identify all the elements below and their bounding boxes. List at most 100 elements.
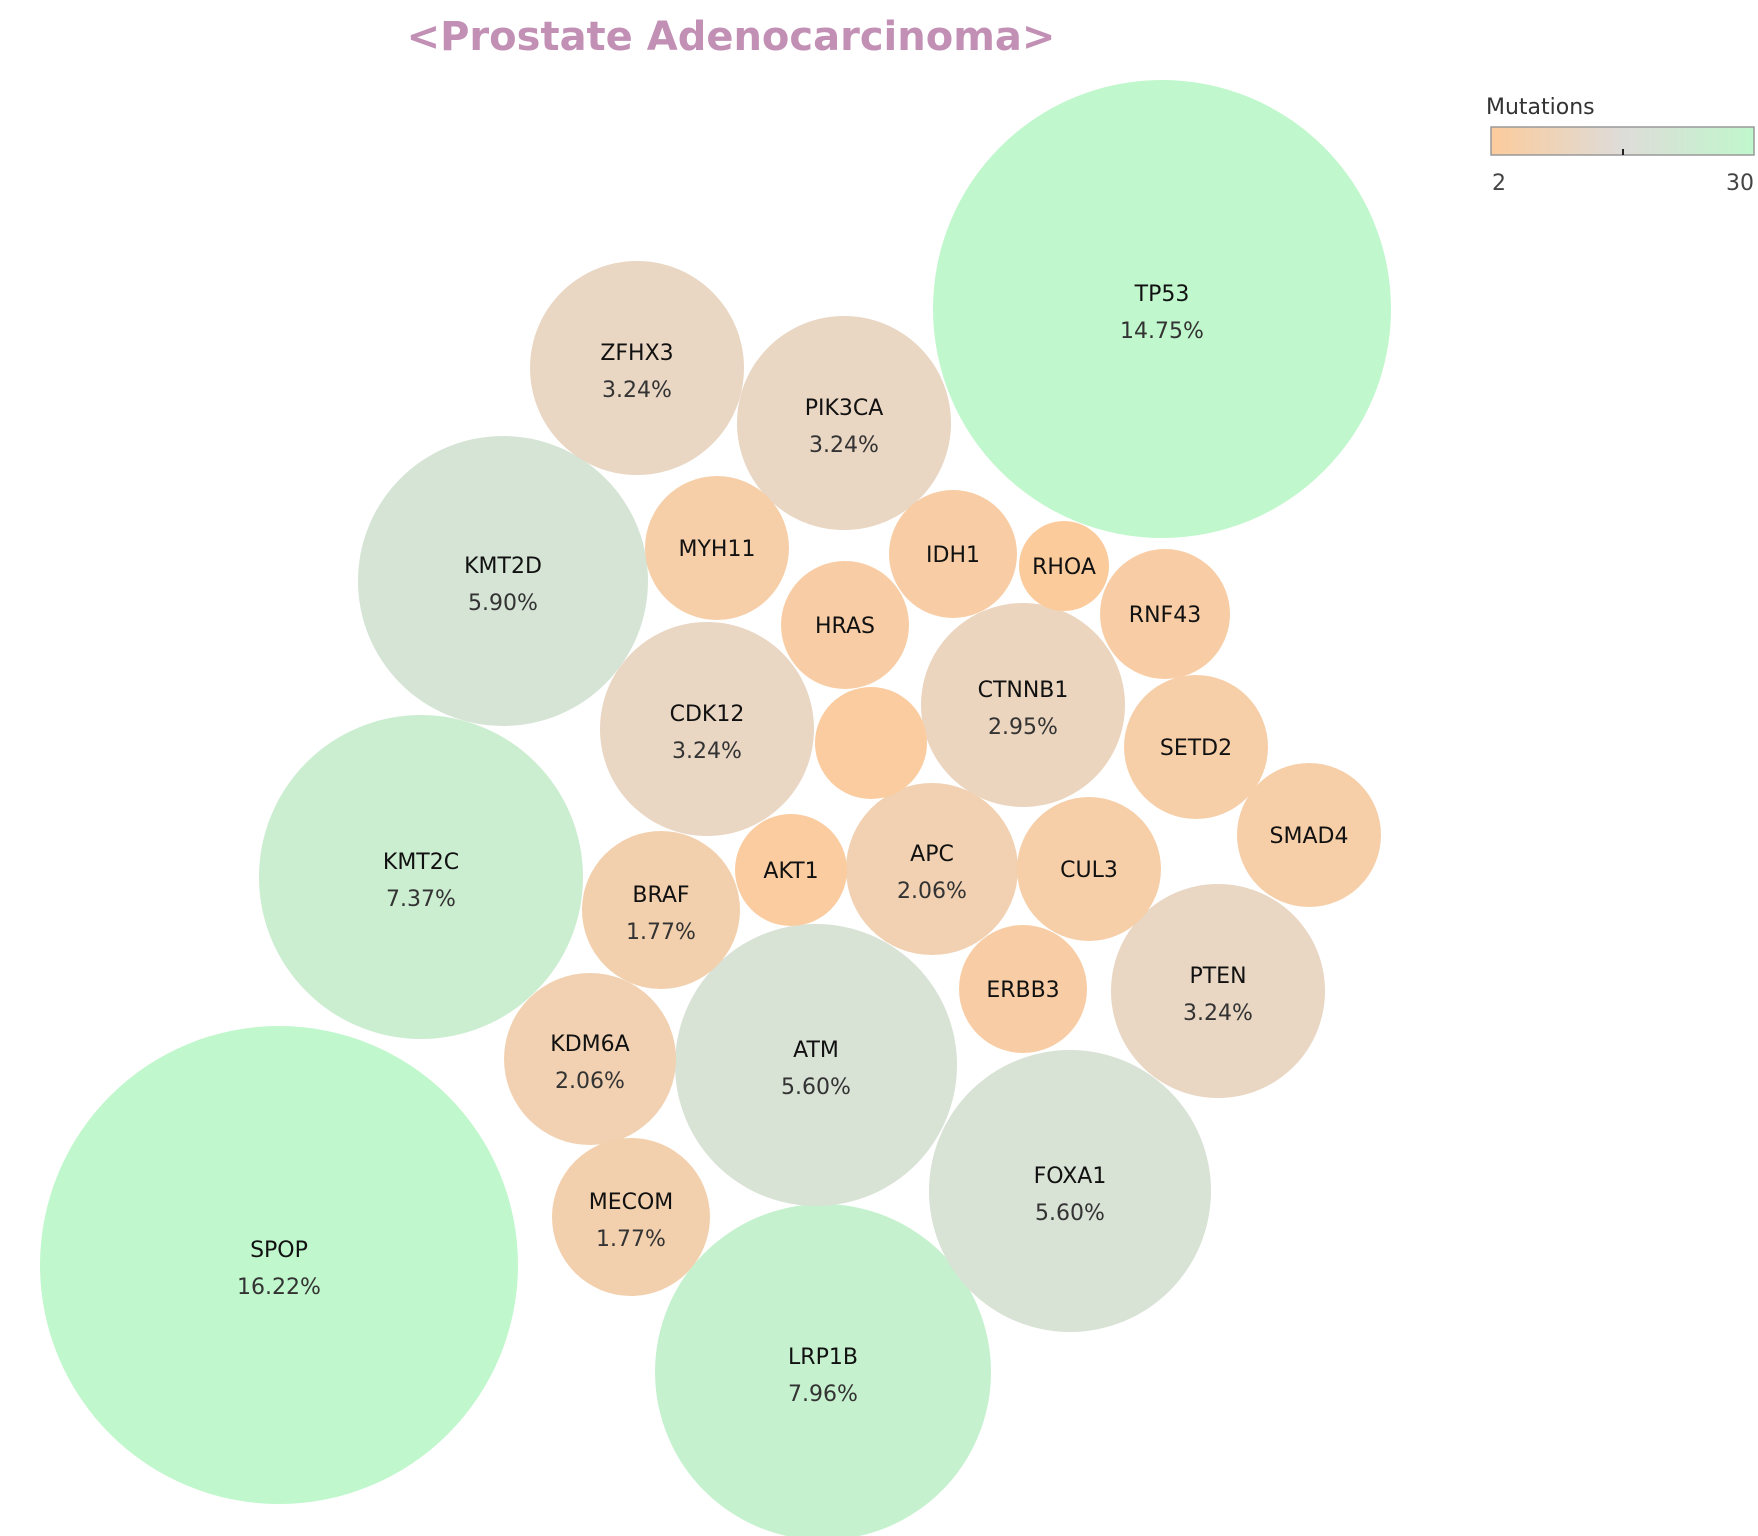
bubble-gene-label: IDH1 xyxy=(926,543,980,568)
bubble-gene-label: FOXA1 xyxy=(1034,1164,1107,1189)
bubble-percent-label: 5.60% xyxy=(1035,1201,1105,1226)
bubble-gene-label: SMAD4 xyxy=(1270,824,1349,849)
bubble-rhoa: RHOA xyxy=(1019,521,1109,611)
bubble-gene-label: CDK12 xyxy=(670,702,745,727)
bubble-gene-label: KMT2D xyxy=(464,554,542,579)
bubble-gene-label: ERBB3 xyxy=(986,978,1059,1003)
bubble-tp53: TP53 14.75% xyxy=(933,80,1391,538)
bubble-circle xyxy=(735,814,847,926)
bubble-gene-label: RNF43 xyxy=(1129,603,1201,628)
bubble-gene-label: LRP1B xyxy=(788,1345,858,1370)
bubble-percent-label: 5.90% xyxy=(468,591,538,616)
bubble-circle xyxy=(645,476,789,620)
bubble-cdk12: CDK12 3.24% xyxy=(600,622,814,836)
bubble-circle xyxy=(933,80,1391,538)
bubble-atm: ATM 5.60% xyxy=(675,924,957,1206)
bubble-circle xyxy=(737,316,951,530)
bubble-gene-label: CUL3 xyxy=(1060,858,1118,883)
bubble-percent-label: 14.75% xyxy=(1120,319,1204,344)
bubble-circle xyxy=(655,1204,991,1536)
bubble-circle xyxy=(1019,521,1109,611)
bubble-gene-label: TP53 xyxy=(1134,282,1190,307)
bubble-circle xyxy=(921,603,1125,807)
bubble-kmt2c: KMT2C 7.37% xyxy=(259,715,583,1039)
bubble-braf: BRAF 1.77% xyxy=(582,831,740,989)
colorbar-title: Mutations xyxy=(1486,95,1595,120)
bubble-circle xyxy=(259,715,583,1039)
bubble-gene-label: AKT1 xyxy=(763,859,818,884)
bubble-circle xyxy=(929,1050,1211,1332)
bubble-percent-label: 7.37% xyxy=(386,887,456,912)
bubble-gene-label: BRAF xyxy=(632,883,689,908)
colorbar-max-label: 30 xyxy=(1726,171,1754,196)
bubble-gene-label: APC xyxy=(910,842,954,867)
bubble-smad4: SMAD4 xyxy=(1237,763,1381,907)
bubble-circle xyxy=(358,436,648,726)
bubble-percent-label: 16.22% xyxy=(237,1275,321,1300)
colorbar-legend: Mutations 2 30 xyxy=(1486,95,1755,196)
bubble-percent-label: 3.24% xyxy=(602,378,672,403)
bubble-kmt2d: KMT2D 5.90% xyxy=(358,436,648,726)
bubble-circle xyxy=(889,490,1017,618)
bubble-kdm6a: KDM6A 2.06% xyxy=(504,973,676,1145)
bubble-gene-label: KDM6A xyxy=(550,1032,629,1057)
bubble-circle xyxy=(846,783,1018,955)
bubble-circle xyxy=(582,831,740,989)
bubble-percent-label: 3.24% xyxy=(672,739,742,764)
bubble-gene-label: ZFHX3 xyxy=(600,341,673,366)
bubble-pik3ca: PIK3CA 3.24% xyxy=(737,316,951,530)
bubble-pten: PTEN 3.24% xyxy=(1111,884,1325,1098)
bubble-circle xyxy=(1237,763,1381,907)
bubble-circle xyxy=(815,687,927,799)
bubble-setd2: SETD2 xyxy=(1124,675,1268,819)
bubble-hras: HRAS xyxy=(781,561,909,689)
bubble-gene-label: SPOP xyxy=(250,1238,308,1263)
colorbar-min-label: 2 xyxy=(1492,171,1506,196)
bubble-percent-label: 3.24% xyxy=(1183,1001,1253,1026)
chart-title: <Prostate Adenocarcinoma> xyxy=(407,14,1056,60)
bubble-percent-label: 3.24% xyxy=(809,433,879,458)
bubble-circle xyxy=(1111,884,1325,1098)
bubble-circle xyxy=(675,924,957,1206)
bubble-spop: SPOP 16.22% xyxy=(40,1026,518,1504)
bubble-circle xyxy=(600,622,814,836)
bubble-myh11: MYH11 xyxy=(645,476,789,620)
bubble-rnf43: RNF43 xyxy=(1100,549,1230,679)
bubble-percent-label: 2.06% xyxy=(897,879,967,904)
bubble-gene-label: PTEN xyxy=(1189,964,1246,989)
bubble-erbb3: ERBB3 xyxy=(959,925,1087,1053)
bubble-gene-label: MYH11 xyxy=(679,537,756,562)
bubble-circle xyxy=(959,925,1087,1053)
bubble-gene-label: RHOA xyxy=(1032,555,1096,580)
bubble-ctnnb1: CTNNB1 2.95% xyxy=(921,603,1125,807)
bubble-gene-label: SETD2 xyxy=(1160,736,1232,761)
bubble-circle xyxy=(530,261,744,475)
bubble-foxa1: FOXA1 5.60% xyxy=(929,1050,1211,1332)
bubble-gene-label: PIK3CA xyxy=(805,396,884,421)
bubble-mecom: MECOM 1.77% xyxy=(552,1138,710,1296)
bubble-lrp1b: LRP1B 7.96% xyxy=(655,1204,991,1536)
bubble-percent-label: 1.77% xyxy=(626,920,696,945)
bubble-percent-label: 2.06% xyxy=(555,1069,625,1094)
bubble-unlabeled xyxy=(815,687,927,799)
bubble-apc: APC 2.06% xyxy=(846,783,1018,955)
bubble-gene-label: KMT2C xyxy=(383,850,459,875)
bubble-akt1: AKT1 xyxy=(735,814,847,926)
bubble-percent-label: 7.96% xyxy=(788,1382,858,1407)
bubble-idh1: IDH1 xyxy=(889,490,1017,618)
bubble-cul3: CUL3 xyxy=(1017,797,1161,941)
bubble-zfhx3: ZFHX3 3.24% xyxy=(530,261,744,475)
bubble-gene-label: HRAS xyxy=(815,614,875,639)
bubble-circle xyxy=(1100,549,1230,679)
bubble-gene-label: MECOM xyxy=(589,1190,674,1215)
bubble-percent-label: 1.77% xyxy=(596,1227,666,1252)
bubble-circle xyxy=(552,1138,710,1296)
bubble-circle xyxy=(504,973,676,1145)
bubble-circle xyxy=(1017,797,1161,941)
bubble-gene-label: CTNNB1 xyxy=(978,678,1069,703)
bubble-percent-label: 2.95% xyxy=(988,715,1058,740)
bubble-circle xyxy=(781,561,909,689)
bubble-circle xyxy=(40,1026,518,1504)
bubble-gene-label: ATM xyxy=(793,1038,839,1063)
